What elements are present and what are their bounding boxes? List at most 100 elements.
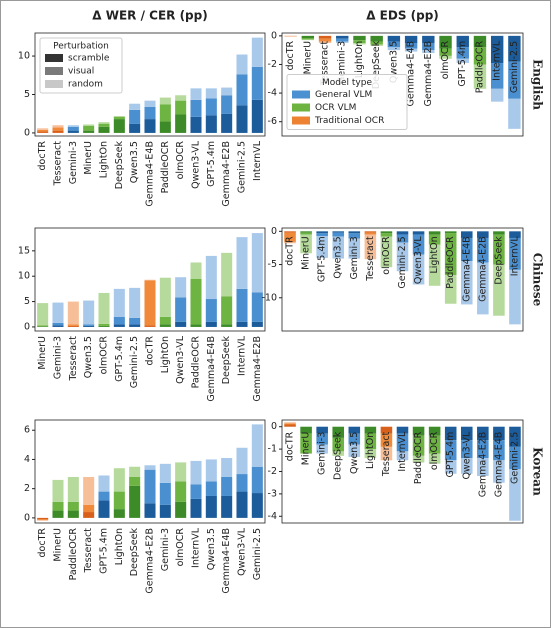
bar-segment bbox=[364, 231, 377, 233]
bar-segment bbox=[251, 292, 263, 322]
bar-segment bbox=[236, 74, 248, 106]
legend-swatch bbox=[45, 67, 63, 75]
bar-segment bbox=[175, 277, 187, 298]
bar-segment bbox=[412, 455, 425, 463]
bar-segment bbox=[404, 35, 418, 44]
x-tick-label: Gemini-3 bbox=[68, 141, 79, 184]
bar-segment bbox=[332, 437, 345, 452]
y-tick-label: -3 bbox=[268, 488, 277, 499]
bar-segment bbox=[332, 236, 345, 259]
x-tick-label: Tesseract bbox=[365, 236, 376, 282]
x-tick-label: olmOCR bbox=[381, 236, 392, 275]
bar-segment bbox=[159, 104, 171, 122]
bar-segment bbox=[508, 35, 521, 62]
bar-segment bbox=[159, 482, 171, 505]
x-tick-label: LightOn bbox=[114, 528, 125, 565]
bar-segment bbox=[439, 48, 452, 56]
bar-segment bbox=[318, 35, 332, 39]
bar-segment bbox=[332, 231, 345, 233]
x-tick-label: MinerU bbox=[37, 336, 48, 370]
legend-label: Traditional OCR bbox=[314, 116, 384, 126]
bar-segment bbox=[396, 426, 409, 434]
bar-segment bbox=[205, 299, 217, 322]
x-tick-label: Gemini-2.5 bbox=[509, 432, 520, 484]
y-tick-label: 0 bbox=[271, 421, 277, 432]
x-tick-label: Gemini-3 bbox=[337, 41, 348, 84]
row-label: English bbox=[531, 59, 545, 110]
x-tick-label: olmOCR bbox=[440, 40, 451, 79]
x-tick-label: LightOn bbox=[99, 141, 110, 178]
bar-segment bbox=[444, 460, 457, 474]
bar-segment bbox=[380, 446, 393, 461]
bar-segment bbox=[67, 130, 79, 133]
subplot-title: Δ WER / CER (pp) bbox=[92, 9, 207, 23]
bar-segment bbox=[428, 231, 441, 235]
bar-segment bbox=[205, 481, 217, 496]
bar-segment bbox=[284, 241, 296, 244]
bar-segment bbox=[52, 130, 64, 133]
bar-segment bbox=[444, 231, 457, 234]
bar-segment bbox=[236, 288, 248, 322]
bar-segment bbox=[508, 61, 521, 99]
bar-segment bbox=[98, 292, 110, 324]
bar-segment bbox=[422, 43, 435, 51]
x-tick-label: GPT-5.4m bbox=[114, 336, 125, 382]
bar-segment bbox=[175, 297, 187, 322]
bar-segment bbox=[205, 88, 217, 99]
bar-segment bbox=[509, 426, 521, 447]
x-tick-label: Gemma4-E4B bbox=[221, 528, 232, 594]
bar-segment bbox=[396, 242, 409, 272]
bar-segment bbox=[477, 262, 489, 315]
bar-segment bbox=[477, 426, 489, 441]
bar-segment bbox=[113, 324, 125, 327]
x-tick-label: Gemini-2.5 bbox=[397, 236, 408, 288]
legend-swatch bbox=[292, 103, 310, 112]
bar-segment bbox=[284, 423, 296, 425]
bar-segment bbox=[493, 440, 505, 461]
y-tick-label: -1 bbox=[268, 444, 277, 455]
bar-segment bbox=[396, 231, 409, 235]
bar-segment bbox=[316, 444, 328, 454]
x-tick-label: Tesseract bbox=[53, 141, 64, 187]
bar-segment bbox=[37, 517, 49, 520]
bar-segment bbox=[380, 433, 393, 447]
bar-segment bbox=[144, 119, 156, 133]
bar-segment bbox=[300, 426, 312, 434]
bar-segment bbox=[113, 509, 125, 518]
bar-segment bbox=[316, 426, 328, 434]
bar-segment bbox=[456, 47, 469, 59]
x-tick-label: docTR bbox=[37, 141, 48, 171]
bar-segment bbox=[129, 476, 141, 486]
x-tick-label: Qwen3-VL bbox=[237, 527, 248, 576]
bar-segment bbox=[67, 325, 79, 327]
bar-segment bbox=[380, 426, 393, 434]
bar-segment bbox=[444, 233, 457, 276]
bar-segment bbox=[251, 466, 263, 494]
bar-segment bbox=[301, 35, 315, 39]
y-tick-label: -10 bbox=[261, 292, 277, 303]
bar-segment bbox=[473, 47, 487, 65]
x-tick-label: InternVL bbox=[252, 140, 263, 181]
bar-segment bbox=[144, 100, 156, 107]
bar-segment bbox=[508, 98, 521, 129]
bar-segment bbox=[67, 324, 79, 326]
bar-segment bbox=[175, 462, 187, 482]
x-tick-label: PaddleOCR bbox=[68, 528, 79, 581]
bar-segment bbox=[98, 323, 110, 326]
subplot-title: Δ EDS (pp) bbox=[366, 9, 439, 23]
bar-segment bbox=[83, 126, 95, 131]
x-tick-label: Qwen3.5 bbox=[206, 528, 217, 570]
bar-segment bbox=[190, 498, 202, 518]
bar-segment bbox=[236, 321, 248, 327]
x-tick-label: Gemini-2.5 bbox=[237, 141, 248, 193]
bar-segment bbox=[387, 41, 401, 48]
x-tick-label: olmOCR bbox=[429, 431, 440, 470]
bar-segment bbox=[37, 325, 49, 327]
bar-segment bbox=[113, 116, 125, 120]
bar-segment bbox=[205, 115, 217, 133]
bar-segment bbox=[284, 422, 296, 424]
bar-segment bbox=[301, 38, 315, 40]
bar-segment bbox=[251, 233, 263, 293]
bar-segment bbox=[460, 440, 473, 459]
bar-segment bbox=[370, 41, 383, 45]
